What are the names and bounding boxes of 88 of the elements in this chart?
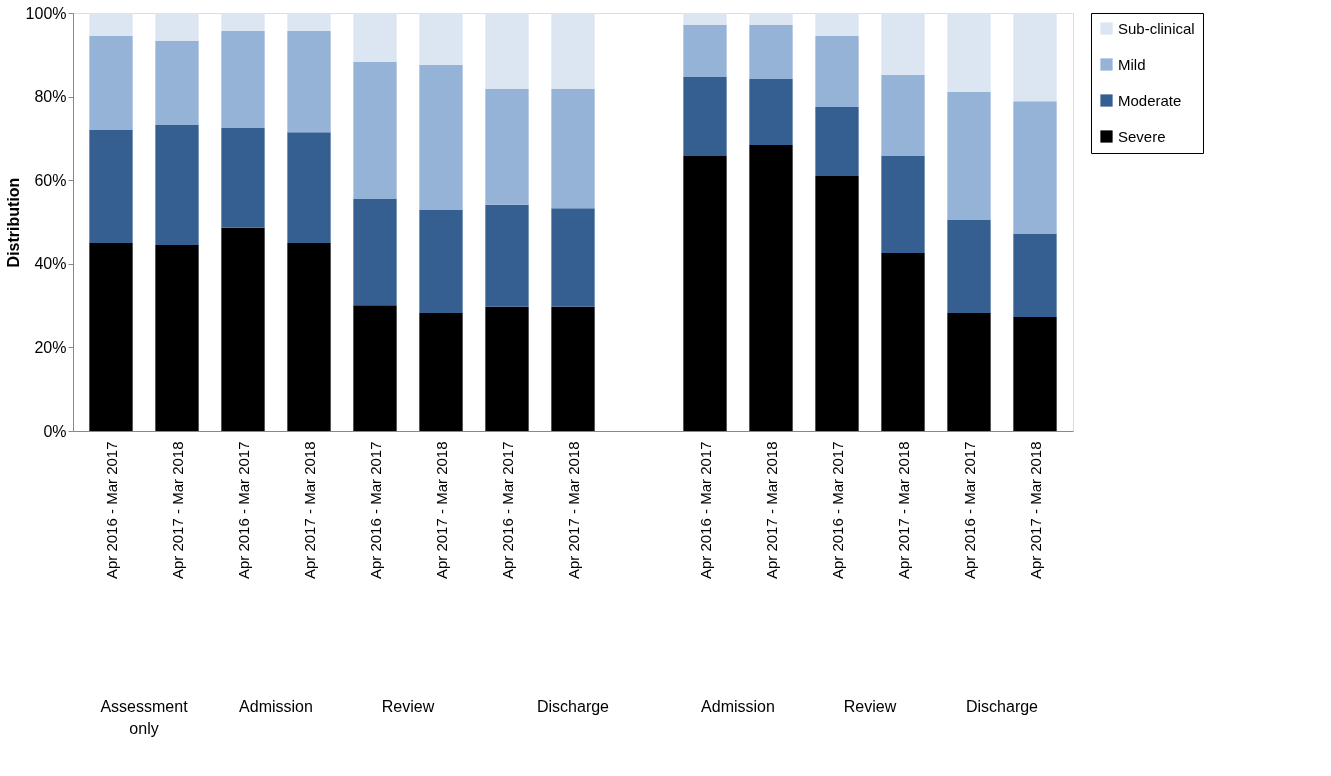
bar [419, 13, 463, 65]
y-axis-title: Distribution [4, 177, 22, 268]
x-tick-label: Apr 2016 - Mar 2017 [234, 441, 252, 580]
bar [353, 61, 397, 200]
bar [749, 13, 793, 26]
x-tick-label: Apr 2016 - Mar 2017 [498, 441, 516, 580]
x-tick-label: Apr 2016 - Mar 2017 [366, 441, 384, 580]
bar [353, 305, 397, 431]
x-tick-label: Apr 2017 - Mar 2018 [894, 441, 912, 580]
bar [551, 208, 595, 307]
y-tick-label: 100% [25, 4, 67, 22]
bar [947, 92, 991, 220]
text: Admission [239, 698, 313, 715]
bar [353, 199, 397, 306]
bar [221, 30, 265, 128]
bar [89, 130, 133, 243]
bar [155, 41, 199, 126]
bar [815, 176, 859, 431]
bar [221, 227, 265, 431]
bar [749, 79, 793, 146]
bar [815, 35, 859, 108]
bar [683, 25, 727, 77]
bar [1013, 234, 1057, 317]
text: Assessment only [100, 698, 189, 737]
bar [881, 252, 925, 431]
bar [683, 76, 727, 156]
bar [287, 13, 331, 31]
x-tick-label: Apr 2017 - Mar 2018 [300, 441, 318, 580]
bar [155, 125, 199, 245]
bar [485, 204, 529, 307]
text: Review [843, 698, 897, 715]
y-tick-label: 40% [34, 255, 67, 273]
y-tick-label: 80% [34, 88, 67, 106]
bar [1013, 101, 1057, 235]
bar [155, 244, 199, 431]
x-tick-label: Apr 2016 - Mar 2017 [102, 441, 120, 580]
bar [485, 306, 529, 431]
bar [419, 209, 463, 314]
bar [485, 89, 529, 205]
x-tick-label: Apr 2017 - Mar 2018 [762, 441, 780, 580]
bar [947, 13, 991, 92]
bar [551, 306, 595, 431]
text: Review [381, 698, 435, 715]
bar [749, 145, 793, 431]
bar [419, 313, 463, 431]
bar [683, 13, 727, 26]
legend-label: Severe [1118, 127, 1166, 145]
y-tick-label: 60% [34, 171, 67, 189]
bar [881, 13, 925, 75]
bar [815, 107, 859, 177]
bar [89, 35, 133, 131]
text: Admission [701, 698, 775, 715]
bar [947, 313, 991, 431]
bar [221, 127, 265, 228]
bar [155, 13, 199, 42]
bar [287, 132, 331, 243]
x-tick-label: Apr 2016 - Mar 2017 [696, 441, 714, 580]
bar [749, 25, 793, 80]
text: Discharge [536, 698, 610, 715]
x-tick-label: Apr 2016 - Mar 2017 [828, 441, 846, 580]
bar [947, 219, 991, 314]
text: Discharge [965, 698, 1039, 715]
bar [881, 74, 925, 156]
bar [881, 155, 925, 253]
x-tick-label: Apr 2017 - Mar 2018 [564, 441, 582, 580]
y-tick-label: 0% [43, 422, 67, 440]
bar [683, 155, 727, 431]
bar [287, 242, 331, 431]
bar [221, 13, 265, 31]
y-tick-label: 20% [34, 338, 67, 356]
bar [353, 13, 397, 62]
bar [1013, 316, 1057, 431]
bar [485, 13, 529, 90]
bar [551, 89, 595, 209]
x-tick-label: Apr 2017 - Mar 2018 [1026, 441, 1044, 580]
legend-label: Moderate [1118, 91, 1182, 109]
bar [551, 13, 595, 90]
bar [815, 13, 859, 36]
legend-label: Sub-clinical [1118, 19, 1195, 37]
legend-label: Mild [1118, 55, 1146, 73]
bar [1013, 13, 1057, 102]
bar [89, 242, 133, 431]
bar [419, 64, 463, 210]
x-tick-label: Apr 2017 - Mar 2018 [168, 441, 186, 580]
bar [89, 13, 133, 36]
bar [287, 30, 331, 133]
x-tick-label: Apr 2017 - Mar 2018 [432, 441, 450, 580]
x-tick-label: Apr 2016 - Mar 2017 [960, 441, 978, 580]
